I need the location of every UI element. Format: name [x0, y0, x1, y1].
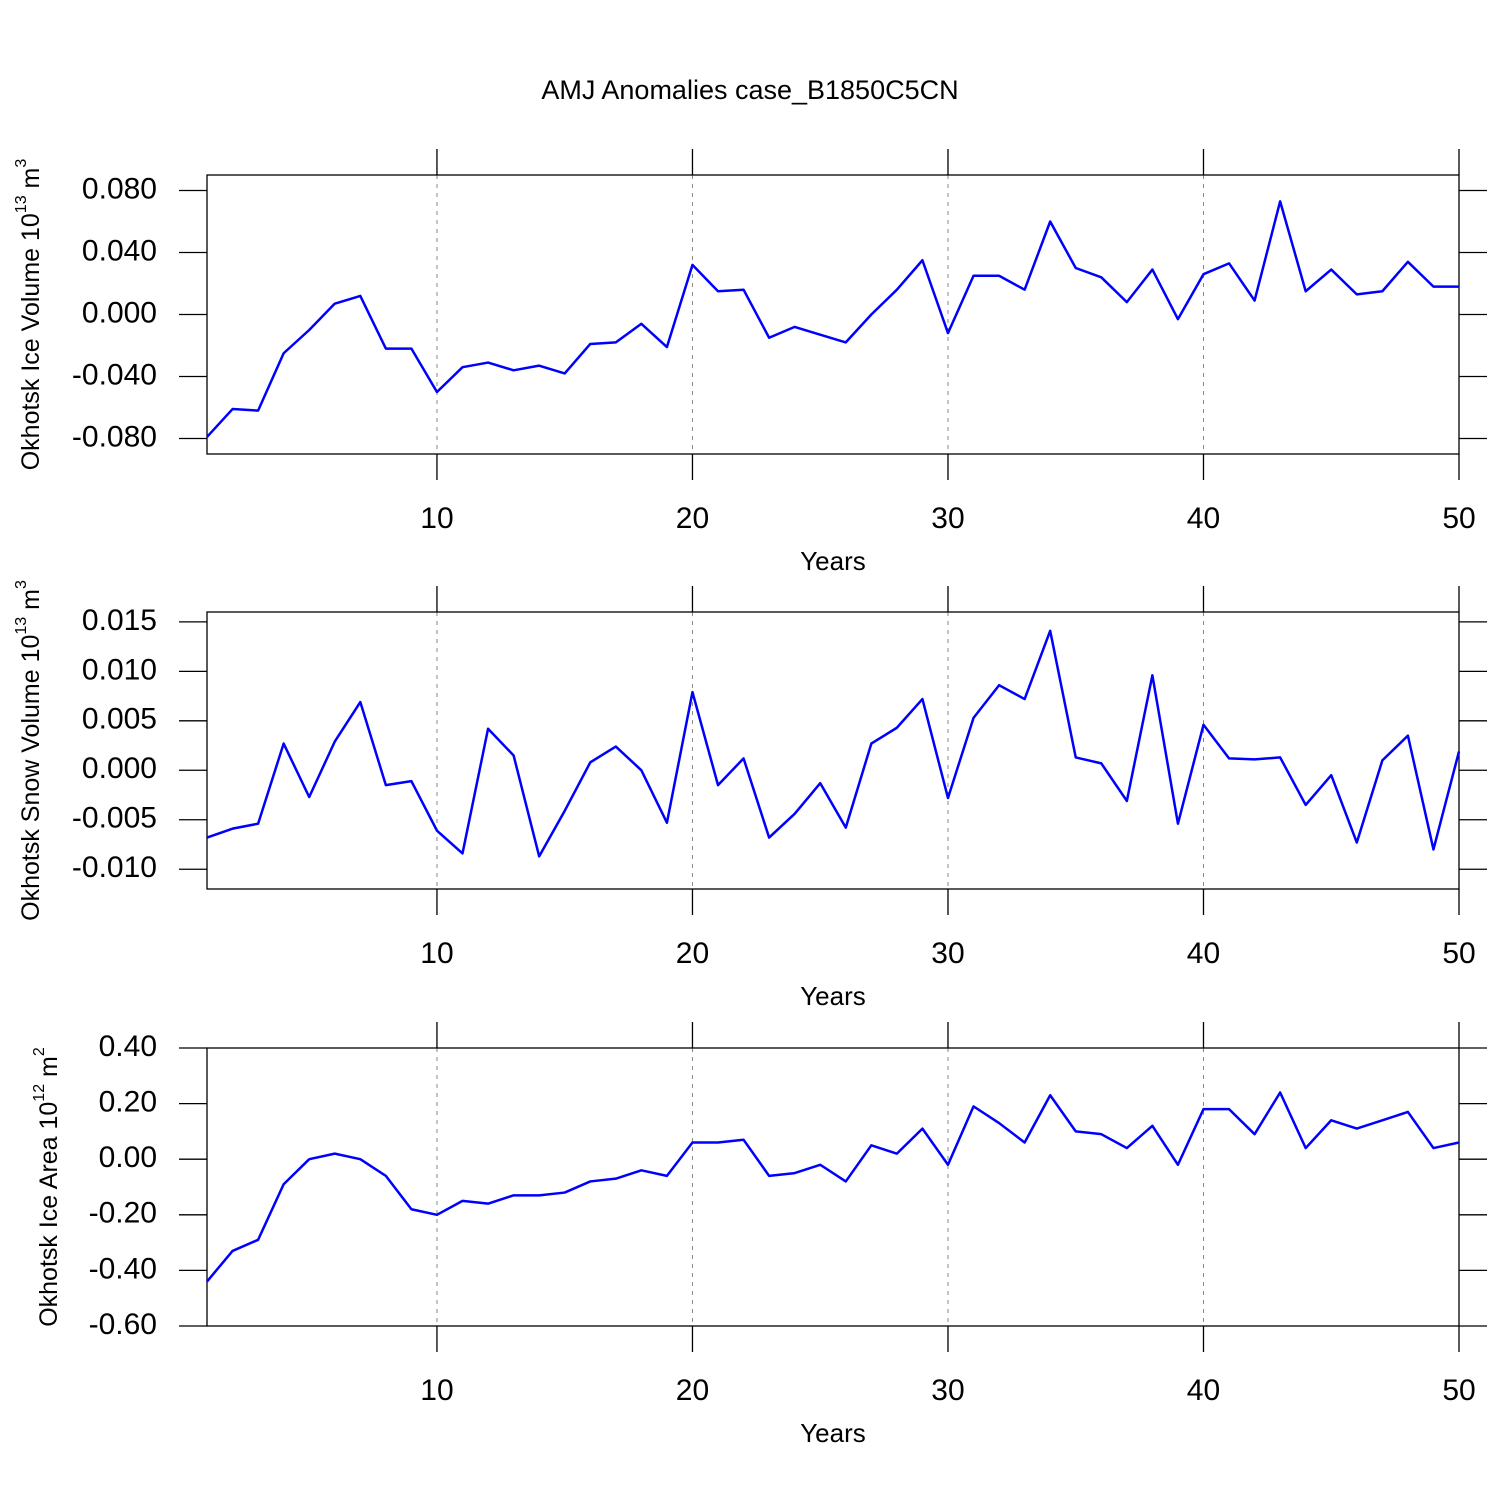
y-axis-label: Okhotsk Ice Area 1012 m2	[31, 1047, 62, 1327]
y-tick-label: 0.000	[82, 752, 157, 785]
y-tick-label: 0.040	[82, 234, 157, 267]
y-axis-label-part: m	[17, 168, 45, 196]
x-tick-label: 20	[676, 1374, 709, 1407]
y-tick-label: 0.005	[82, 703, 157, 736]
x-tick-label: 50	[1442, 937, 1475, 970]
x-axis-label: Years	[800, 1418, 866, 1448]
x-tick-label: 30	[931, 502, 964, 535]
x-tick-label: 30	[931, 1374, 964, 1407]
plot-frame	[206, 1047, 1460, 1327]
y-axis-label-part: Okhotsk Ice Area 10	[35, 1102, 63, 1327]
y-tick-label: 0.20	[99, 1086, 157, 1119]
y-axis-label-exponent: 2	[31, 1047, 48, 1056]
plot-frame	[206, 611, 1460, 890]
chart-title: AMJ Anomalies case_B1850C5CN	[541, 75, 958, 105]
y-axis-label-exponent: 3	[13, 159, 30, 168]
y-tick-label: -0.60	[89, 1308, 157, 1341]
panel: 10 20 30 40 50 -0.60 -0.40 -0.20 0.00 0.20 0.40 Yea…	[31, 1022, 1487, 1448]
y-tick-label: 0.010	[82, 653, 157, 686]
x-tick-label: 20	[676, 937, 709, 970]
y-axis-label-part: m	[35, 1056, 63, 1084]
x-tick-label: 10	[420, 502, 453, 535]
y-tick-label: -0.40	[89, 1252, 157, 1285]
y-tick-label: 0.40	[99, 1030, 157, 1063]
panel: 10 20 30 40 50 -0.010 -0.005 0.000 0.005 0.010 0.0…	[13, 580, 1487, 1011]
y-tick-label: 0.015	[82, 604, 157, 637]
y-axis-label-exponent: 12	[31, 1084, 48, 1102]
y-axis-label-exponent: 13	[13, 195, 30, 213]
y-tick-label: 0.00	[99, 1141, 157, 1174]
panel: 10 20 30 40 50 -0.080 -0.040 0.000 0.040 0.080 Yea…	[13, 149, 1487, 576]
y-tick-label: -0.080	[72, 420, 157, 453]
y-axis-label: Okhotsk Snow Volume 1013 m3	[13, 580, 44, 921]
x-tick-label: 40	[1187, 1374, 1220, 1407]
x-tick-label: 20	[676, 502, 709, 535]
x-tick-label: 40	[1187, 502, 1220, 535]
y-axis-label-part: Okhotsk Ice Volume 10	[17, 213, 45, 470]
plot-frame	[206, 174, 1460, 455]
y-tick-label: 0.000	[82, 296, 157, 329]
y-axis-label-part: m	[17, 589, 45, 617]
y-tick-label: -0.010	[72, 851, 157, 884]
x-axis-label: Years	[800, 981, 866, 1011]
x-tick-label: 40	[1187, 937, 1220, 970]
x-tick-label: 30	[931, 937, 964, 970]
y-tick-label: -0.040	[72, 358, 157, 391]
y-axis-label-exponent: 3	[13, 580, 30, 589]
x-tick-label: 10	[420, 1374, 453, 1407]
y-tick-label: -0.20	[89, 1197, 157, 1230]
y-tick-label: 0.080	[82, 172, 157, 205]
y-tick-label: -0.005	[72, 802, 157, 835]
x-axis-label: Years	[800, 546, 866, 576]
y-axis-label-part: Okhotsk Snow Volume 10	[17, 635, 45, 921]
y-axis-label-exponent: 13	[13, 617, 30, 635]
y-axis-label: Okhotsk Ice Volume 1013 m3	[13, 159, 44, 471]
data-line	[206, 629, 1461, 858]
x-tick-label: 10	[420, 937, 453, 970]
x-tick-label: 50	[1442, 1374, 1475, 1407]
data-line	[206, 1091, 1460, 1283]
x-tick-label: 50	[1442, 502, 1475, 535]
data-line	[206, 200, 1459, 438]
